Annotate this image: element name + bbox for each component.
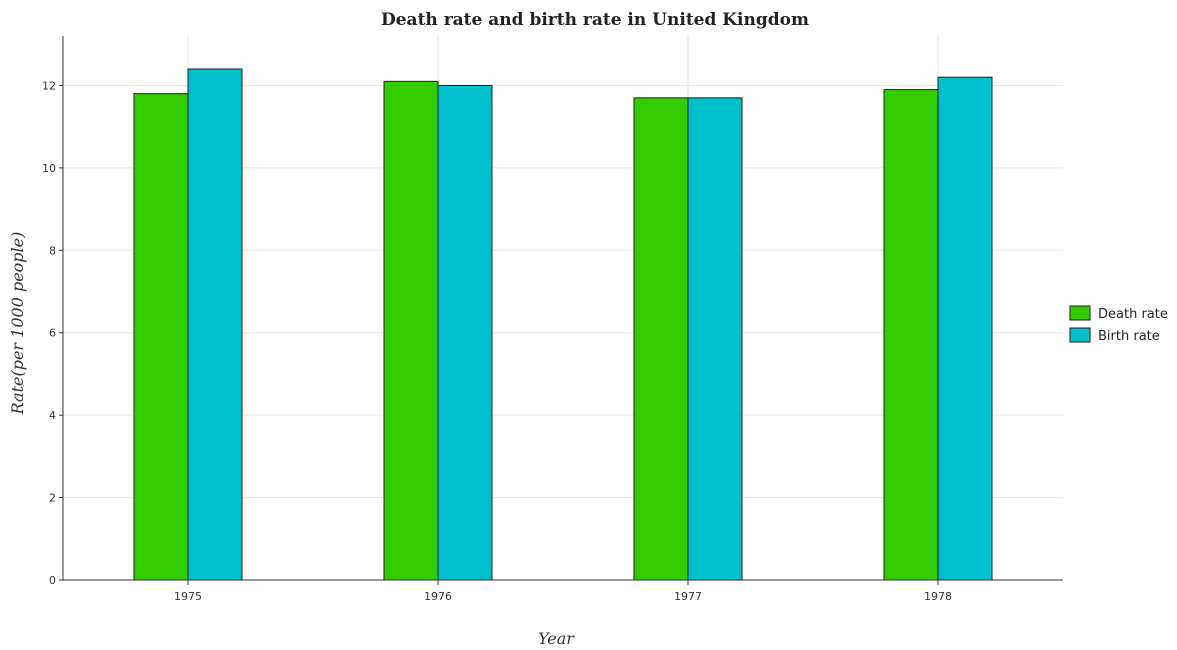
bars [133,68,993,581]
legend-swatch [1069,327,1091,343]
y-axis-label: Rate(per 1000 people) [8,232,27,416]
y-tick-label: 4 [49,409,56,422]
y-tick-label: 6 [49,327,56,340]
bar-birth-rate [937,76,993,581]
bar-death-rate [383,80,439,581]
tick-labels: 0 2 4 6 8 10 12 1975 1976 1977 1978 [42,79,952,603]
y-tick-label: 12 [42,79,56,92]
x-axis-label: Year [538,629,575,648]
legend-label: Death rate [1098,307,1168,322]
bar-birth-rate [687,97,743,581]
x-tick-label: 1977 [674,590,702,603]
bar-birth-rate [187,68,243,581]
bar-death-rate [883,89,939,581]
x-tick-label: 1976 [424,590,452,603]
x-tick-label: 1975 [174,590,202,603]
y-tick-label: 8 [49,244,56,257]
y-tick-label: 10 [42,162,56,175]
legend: Death rate Birth rate [1069,305,1168,344]
bar-death-rate [633,97,689,581]
bar-death-rate [133,93,189,581]
x-tick-label: 1978 [924,590,952,603]
legend-swatch [1069,305,1091,321]
legend-label: Birth rate [1098,329,1160,344]
chart-title: Death rate and birth rate in United King… [381,10,809,30]
axes [59,36,1063,585]
y-tick-label: 2 [49,492,56,505]
y-tick-label: 0 [49,574,56,587]
bar-birth-rate [437,84,493,581]
